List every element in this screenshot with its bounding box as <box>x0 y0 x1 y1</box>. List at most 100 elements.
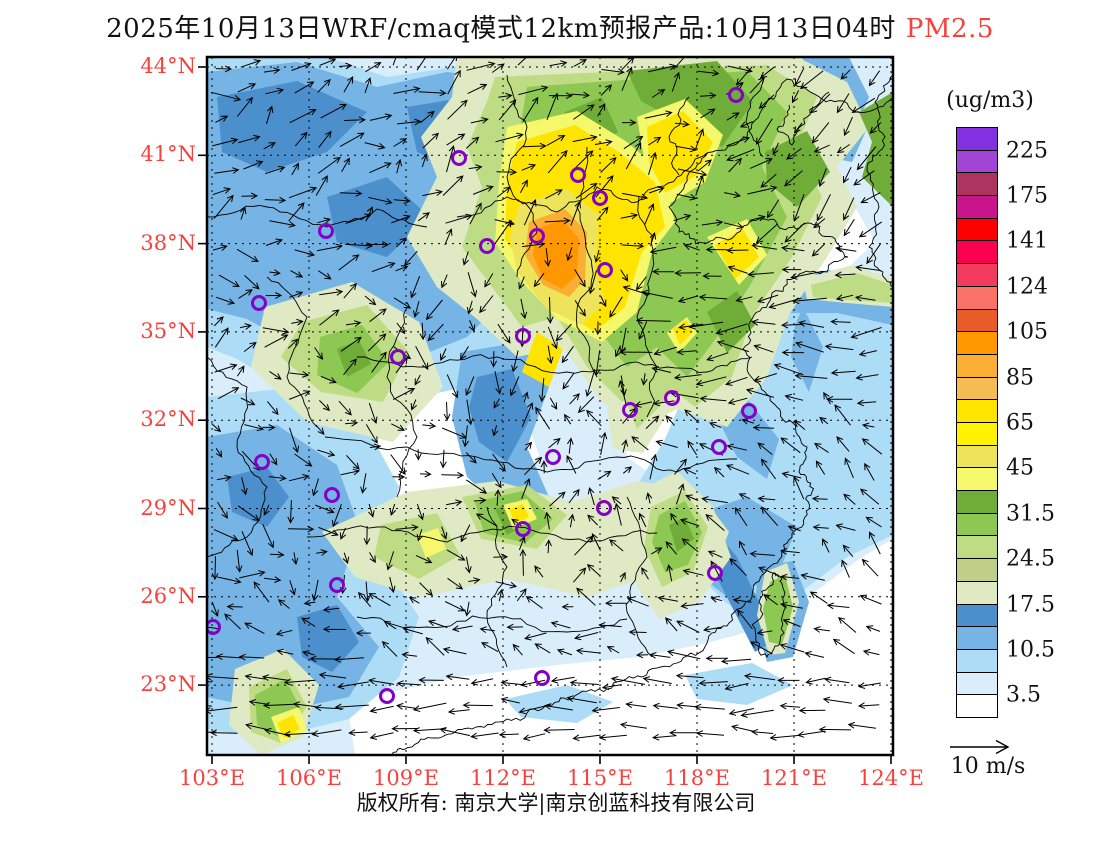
wind-vector <box>289 580 296 596</box>
wind-vector <box>575 647 600 655</box>
pm25-contour-region <box>715 229 759 279</box>
wind-vector <box>604 599 627 607</box>
wind-vector <box>702 272 722 280</box>
wind-vector <box>625 141 642 170</box>
wind-vector <box>443 401 451 421</box>
wind-vector <box>843 166 852 184</box>
wind-vector <box>824 343 854 351</box>
wind-vector <box>248 699 269 706</box>
wind-vector <box>292 701 316 708</box>
lon-tick-label: 121°E <box>761 766 827 790</box>
wind-vector <box>755 118 773 145</box>
legend-units-label: (ug/m3) <box>946 88 1034 113</box>
wind-vector <box>317 78 331 93</box>
wind-vector <box>619 348 653 356</box>
wind-vector <box>725 464 750 475</box>
lon-tick-label: 112°E <box>470 766 536 790</box>
wind-vector <box>315 504 335 514</box>
wind-vector <box>724 682 749 691</box>
wind-vector <box>649 246 677 255</box>
city-marker <box>597 262 613 278</box>
wind-vector <box>386 551 395 571</box>
wind-vector <box>391 423 406 431</box>
colorbar-tick-label: 3.5 <box>1006 682 1041 708</box>
wind-vector <box>726 136 751 147</box>
wind-vector <box>447 577 464 590</box>
colorbar-tick-label: 124 <box>1006 274 1048 300</box>
wind-vector <box>609 296 623 318</box>
wind-vector <box>289 427 300 454</box>
wind-vector <box>493 553 509 561</box>
wind-vector <box>466 61 496 71</box>
wind-vector <box>283 678 316 686</box>
wind-vector <box>368 677 395 685</box>
wind-vector <box>237 83 257 93</box>
wind-vector <box>468 577 481 584</box>
wind-vector <box>320 103 347 119</box>
wind-vector <box>294 249 316 257</box>
wind-vector <box>709 421 722 429</box>
wind-vector <box>440 348 447 362</box>
wind-vector <box>462 425 470 448</box>
wind-vector <box>509 376 520 397</box>
wind-vector <box>473 497 487 504</box>
wind-vector <box>369 113 393 121</box>
wind-vector <box>757 294 779 304</box>
wind-vector <box>703 625 723 633</box>
wind-vector <box>388 576 396 594</box>
wind-vector <box>572 134 598 143</box>
wind-vector <box>614 345 622 358</box>
wind-vector <box>396 237 407 248</box>
wind-vector <box>601 68 625 76</box>
wind-vector <box>835 523 856 531</box>
wind-vector <box>518 276 525 290</box>
wind-vector <box>843 116 853 137</box>
wind-vector <box>728 708 755 716</box>
wind-vector <box>618 379 627 405</box>
wind-vector <box>511 350 519 373</box>
wind-vector <box>244 622 265 635</box>
wind-vector <box>311 729 342 737</box>
wind-vector <box>723 222 744 230</box>
wind-vector <box>371 351 387 373</box>
wind-vector <box>574 269 586 288</box>
wind-vector <box>521 163 537 171</box>
wind-vector <box>317 449 336 457</box>
wind-vector <box>666 649 701 660</box>
wind-vector <box>840 69 851 80</box>
wind-vector <box>290 270 304 278</box>
wind-vector <box>811 495 828 503</box>
wind-vector <box>644 203 655 225</box>
pm25-contour-region <box>765 131 830 207</box>
wind-vector <box>577 396 595 414</box>
wind-vector <box>287 338 299 349</box>
wind-vector <box>674 458 687 475</box>
wind-vector <box>621 192 649 201</box>
wind-vector <box>402 626 423 635</box>
wind-vector <box>289 291 304 298</box>
wind-vector <box>215 65 232 73</box>
wind-vector <box>566 695 597 704</box>
wind-vector <box>769 734 800 741</box>
wind-vector <box>698 679 728 687</box>
wind-vector <box>421 153 428 168</box>
wind-vector <box>340 468 361 476</box>
wind-vector <box>826 602 850 610</box>
wind-vector <box>594 139 613 146</box>
wind-vector <box>365 206 373 222</box>
wind-vector <box>439 727 471 737</box>
wind-vector <box>591 533 601 551</box>
wind-vector <box>750 728 774 736</box>
wind-vector <box>447 69 461 95</box>
wind-vector <box>797 730 826 738</box>
wind-vector <box>671 71 681 92</box>
wind-vector <box>466 399 474 426</box>
wind-vector <box>786 148 802 160</box>
colorbar-box <box>956 195 998 219</box>
wind-vector <box>760 506 779 527</box>
wind-scale-label: 10 m/s <box>950 754 1026 779</box>
wind-vector <box>792 90 800 104</box>
pm25-contour-region <box>347 539 893 755</box>
colorbar-tick-label: 141 <box>1006 228 1048 254</box>
